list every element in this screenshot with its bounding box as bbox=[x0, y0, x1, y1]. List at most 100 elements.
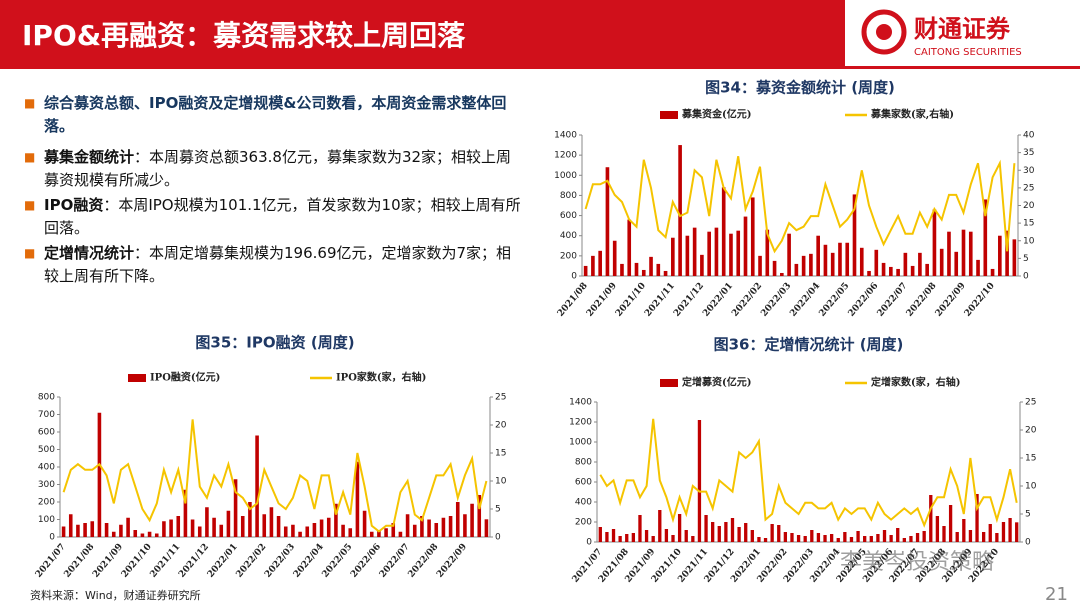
legend-label: IPO家数(家，右轴) bbox=[336, 371, 426, 384]
bar bbox=[750, 197, 755, 276]
bar bbox=[470, 503, 474, 537]
bar bbox=[736, 230, 741, 276]
bar bbox=[305, 526, 310, 537]
y2-tick-label: 0 bbox=[1023, 272, 1029, 282]
bar bbox=[631, 533, 636, 542]
legend-swatch bbox=[660, 111, 678, 119]
bar bbox=[685, 235, 690, 276]
legend-label: 定增家数(家，右轴) bbox=[871, 376, 960, 389]
y-tick-label: 300 bbox=[38, 480, 55, 490]
bar bbox=[638, 515, 642, 542]
bar bbox=[803, 536, 807, 542]
bullet: ■ IPO融资：本周IPO规模为101.1亿元，首发家数为10家；相较上周有所回落… bbox=[24, 196, 521, 237]
bar bbox=[939, 248, 944, 276]
bar bbox=[998, 235, 1002, 276]
bar bbox=[341, 524, 345, 537]
bar bbox=[611, 529, 616, 542]
logo-cn: 财通证券 bbox=[914, 15, 1011, 43]
bar bbox=[947, 231, 951, 276]
y-tick-label: 400 bbox=[575, 498, 592, 508]
line bbox=[584, 156, 1016, 254]
y-tick-label: 0 bbox=[49, 533, 55, 543]
bar bbox=[976, 259, 980, 276]
bar bbox=[889, 535, 893, 542]
bar bbox=[692, 227, 697, 276]
bar bbox=[448, 516, 453, 537]
bar bbox=[605, 532, 609, 542]
bar bbox=[816, 235, 820, 276]
y2-tick-label: 5 bbox=[495, 505, 501, 515]
bar bbox=[598, 527, 602, 542]
bar bbox=[312, 523, 317, 537]
bar bbox=[935, 516, 940, 542]
bar bbox=[691, 536, 695, 542]
bar bbox=[334, 503, 338, 537]
bar bbox=[276, 516, 281, 537]
bar bbox=[902, 538, 906, 542]
bullet: ■ 募集金额统计：本周募资总额363.8亿元，募集家数为32家；相较上周募资规模有… bbox=[24, 148, 512, 189]
bar bbox=[384, 528, 388, 537]
bar bbox=[477, 495, 482, 537]
bar bbox=[783, 532, 788, 542]
y2-tick-label: 10 bbox=[495, 477, 507, 487]
bar bbox=[843, 532, 847, 542]
y-tick-label: 200 bbox=[38, 498, 55, 508]
bar bbox=[362, 510, 367, 537]
bar bbox=[881, 262, 886, 276]
source: 资料来源：Wind，财通证券研究所 bbox=[30, 589, 201, 602]
bar bbox=[434, 523, 439, 537]
bar bbox=[205, 507, 209, 537]
bar bbox=[420, 516, 424, 537]
bar bbox=[1015, 522, 1019, 542]
bar bbox=[869, 536, 873, 542]
bar bbox=[83, 523, 87, 537]
y2-tick-label: 5 bbox=[1023, 254, 1029, 264]
bar bbox=[903, 252, 908, 276]
bar bbox=[377, 530, 381, 537]
y2-tick-label: 15 bbox=[1023, 219, 1034, 229]
bar bbox=[61, 526, 66, 537]
bullet-text: ：本周定增募集规模为196.69亿元，定增家数为7家；相较上周有所下降。 bbox=[44, 244, 512, 285]
bar bbox=[348, 528, 353, 537]
y2-tick-label: 20 bbox=[495, 421, 507, 431]
bar bbox=[678, 145, 682, 276]
bar bbox=[412, 524, 417, 537]
bar bbox=[995, 533, 999, 542]
logo: 财通证券 CAITONG SECURITIES bbox=[860, 8, 1070, 62]
y-tick-label: 600 bbox=[575, 478, 592, 488]
y-tick-label: 1400 bbox=[569, 398, 592, 408]
bar bbox=[684, 530, 688, 542]
bar bbox=[441, 517, 446, 537]
bar bbox=[319, 519, 324, 537]
bar bbox=[398, 531, 403, 537]
y-tick-label: 800 bbox=[560, 191, 577, 201]
bar bbox=[836, 538, 840, 542]
bar bbox=[816, 533, 821, 542]
bar bbox=[765, 229, 770, 276]
bar bbox=[794, 263, 799, 276]
bar bbox=[169, 519, 173, 537]
bullet-text: ：本周募资总额363.8亿元，募集家数为32家；相较上周募资规模有所减少。 bbox=[44, 148, 512, 189]
bar bbox=[262, 514, 267, 537]
bar bbox=[932, 209, 937, 276]
bar bbox=[874, 249, 879, 276]
bar bbox=[463, 514, 467, 537]
bar bbox=[147, 531, 152, 537]
bar bbox=[162, 521, 166, 537]
legend-swatch bbox=[660, 379, 678, 387]
y-tick-label: 0 bbox=[571, 272, 577, 282]
bar bbox=[111, 531, 116, 537]
x-tick-label: 2022/10 bbox=[963, 281, 997, 319]
bar bbox=[455, 502, 460, 537]
bullet-head: 募集金额统计 bbox=[44, 148, 135, 166]
y2-tick-label: 30 bbox=[1023, 166, 1035, 176]
bar bbox=[757, 537, 761, 542]
bar bbox=[845, 242, 850, 276]
bar bbox=[190, 519, 195, 537]
bullet: ■ 综合募资总额、IPO融资及定增规模&公司数看，本周资金需求整体回落。 bbox=[24, 94, 507, 135]
bar bbox=[677, 514, 682, 542]
bar bbox=[909, 536, 913, 542]
bar bbox=[154, 533, 159, 537]
y-tick-label: 800 bbox=[575, 458, 592, 468]
y-tick-label: 800 bbox=[38, 393, 55, 403]
